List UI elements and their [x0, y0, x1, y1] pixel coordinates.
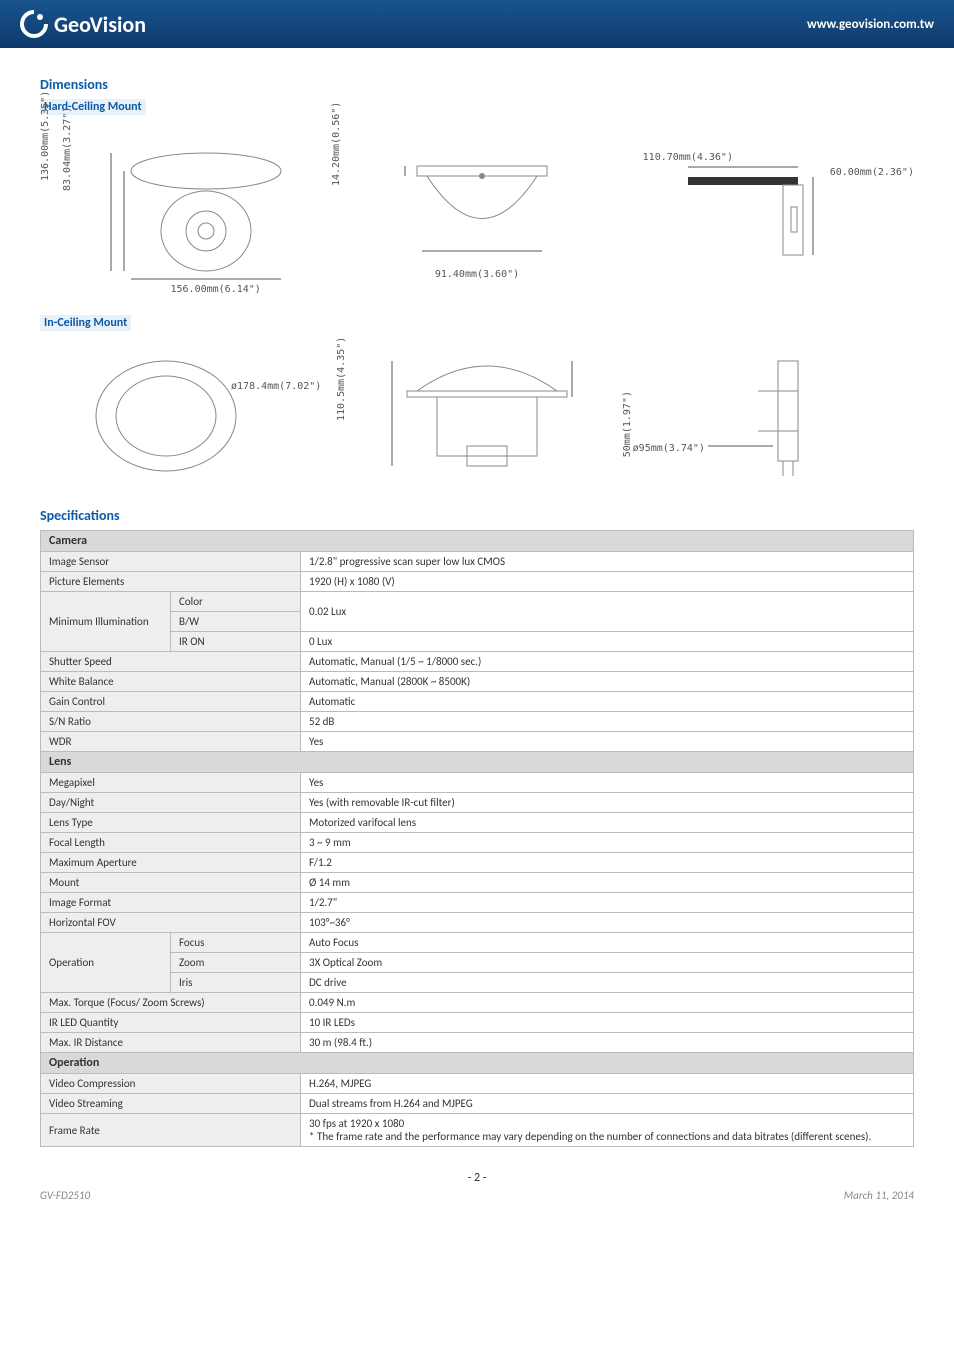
row-op-focus-label: Focus [171, 933, 301, 953]
row-irqty-value: 10 IR LEDs [301, 1013, 914, 1033]
row-gain-value: Automatic [301, 692, 914, 712]
dim-in-h: 110.5mm(4.35") [336, 336, 347, 420]
row-lenstype-value: Motorized varifocal lens [301, 813, 914, 833]
row-min-illum-ir-value: 0 Lux [301, 632, 914, 652]
hard-front-diagram: 136.00mm(5.35") 83.04mm(3.27") 156.00mm(… [40, 131, 331, 295]
row-vcomp-value: H.264, MJPEG [301, 1074, 914, 1094]
page-footer: GV-FD2510 March 11, 2014 [0, 1189, 954, 1218]
row-mount-value: Ø 14 mm [301, 873, 914, 893]
dim-side-w: 91.40mm(3.60") [331, 269, 622, 280]
row-focal-value: 3 ~ 9 mm [301, 833, 914, 853]
in-ceiling-diagrams: ø178.4mm(7.02") 110.5mm(4.35") 50mm(1.97… [40, 347, 914, 487]
hard-side-diagram: 14.20mm(0.56") 91.40mm(3.60") [331, 146, 622, 280]
row-op-iris-value: DC drive [301, 973, 914, 993]
row-image-sensor-value: 1/2.8" progressive scan super low lux CM… [301, 552, 914, 572]
row-megapixel-value: Yes [301, 773, 914, 793]
top-bar: GeoVision www.geovision.com.tw [0, 0, 954, 48]
in-side-diagram: 110.5mm(4.35") 50mm(1.97") [331, 351, 622, 484]
row-op-label: Operation [41, 933, 171, 993]
row-frate-value: 30 fps at 1920 x 1080 * The frame rate a… [301, 1114, 914, 1147]
page-content: Dimensions Hard-Ceiling Mount 136.00mm(5… [0, 48, 954, 1157]
in-ceiling-title: In-Ceiling Mount [40, 315, 131, 331]
row-irqty-label: IR LED Quantity [41, 1013, 301, 1033]
hard-ceiling-diagrams: 136.00mm(5.35") 83.04mm(3.27") 156.00mm(… [40, 131, 914, 295]
row-imgformat-value: 1/2.7" [301, 893, 914, 913]
row-wdr-label: WDR [41, 732, 301, 752]
dim-h1: 136.00mm(5.35") [40, 91, 51, 181]
dim-bracket-h: 60.00mm(2.36") [830, 167, 914, 178]
row-op-zoom-label: Zoom [171, 953, 301, 973]
row-hfov-label: Horizontal FOV [41, 913, 301, 933]
spec-table: Camera Image Sensor 1/2.8" progressive s… [40, 530, 914, 1147]
row-min-illum-color-value: 0.02 Lux [301, 592, 914, 632]
row-op-focus-value: Auto Focus [301, 933, 914, 953]
logo-icon [20, 10, 48, 38]
row-aperture-label: Maximum Aperture [41, 853, 301, 873]
row-sn-value: 52 dB [301, 712, 914, 732]
row-min-illum-bw-label: B/W [171, 612, 301, 632]
row-sn-label: S/N Ratio [41, 712, 301, 732]
row-frate-label: Frame Rate [41, 1114, 301, 1147]
brand-text: GeoVision [54, 11, 146, 38]
row-wdr-value: Yes [301, 732, 914, 752]
row-op-zoom-value: 3X Optical Zoom [301, 953, 914, 973]
header-url: www.geovision.com.tw [807, 17, 934, 32]
row-hfov-value: 103°~36° [301, 913, 914, 933]
dim-in-dia: ø178.4mm(7.02") [231, 381, 321, 392]
row-picture-elements-label: Picture Elements [41, 572, 301, 592]
footer-date: March 11, 2014 [844, 1189, 914, 1202]
row-irdist-label: Max. IR Distance [41, 1033, 301, 1053]
row-image-sensor-label: Image Sensor [41, 552, 301, 572]
row-op-iris-label: Iris [171, 973, 301, 993]
row-vstream-label: Video Streaming [41, 1094, 301, 1114]
row-irdist-value: 30 m (98.4 ft.) [301, 1033, 914, 1053]
row-focal-label: Focal Length [41, 833, 301, 853]
row-shutter-label: Shutter Speed [41, 652, 301, 672]
row-megapixel-label: Megapixel [41, 773, 301, 793]
row-vcomp-label: Video Compression [41, 1074, 301, 1094]
row-min-illum-label: Minimum Illumination [41, 592, 171, 652]
row-lenstype-label: Lens Type [41, 813, 301, 833]
specs-title: Specifications [40, 507, 914, 524]
row-gain-label: Gain Control [41, 692, 301, 712]
row-min-illum-ir-label: IR ON [171, 632, 301, 652]
page-number: - 2 - [0, 1171, 954, 1185]
row-picture-elements-value: 1920 (H) x 1080 (V) [301, 572, 914, 592]
group-lens: Lens [41, 752, 914, 773]
hard-ceiling-title: Hard-Ceiling Mount [40, 99, 146, 115]
row-wb-value: Automatic, Manual (2800K ~ 8500K) [301, 672, 914, 692]
in-top-diagram: ø178.4mm(7.02") [40, 351, 331, 484]
row-imgformat-label: Image Format [41, 893, 301, 913]
row-torque-value: 0.049 N.m [301, 993, 914, 1013]
dim-h2: 83.04mm(3.27") [62, 107, 73, 191]
brand-logo: GeoVision [20, 10, 146, 38]
row-min-illum-color-label: Color [171, 592, 301, 612]
row-wb-label: White Balance [41, 672, 301, 692]
group-operation: Operation [41, 1053, 914, 1074]
in-clip-diagram: ø95mm(3.74") [623, 351, 914, 484]
dimensions-title: Dimensions [40, 76, 914, 93]
row-mount-label: Mount [41, 873, 301, 893]
row-shutter-value: Automatic, Manual (1/5 ~ 1/8000 sec.) [301, 652, 914, 672]
row-daynight-value: Yes (with removable IR-cut filter) [301, 793, 914, 813]
row-vstream-value: Dual streams from H.264 and MJPEG [301, 1094, 914, 1114]
dim-w1: 156.00mm(6.14") [100, 284, 331, 295]
dim-bracket-w: 110.70mm(4.36") [643, 152, 733, 163]
row-torque-label: Max. Torque (Focus/ Zoom Screws) [41, 993, 301, 1013]
row-aperture-value: F/1.2 [301, 853, 914, 873]
footer-model: GV-FD2510 [40, 1189, 90, 1202]
dim-side-h: 14.20mm(0.56") [331, 102, 342, 186]
dim-in-ring: ø95mm(3.74") [633, 443, 705, 454]
hard-bracket-diagram: 110.70mm(4.36") 60.00mm(2.36") [623, 152, 914, 275]
group-camera: Camera [41, 531, 914, 552]
row-daynight-label: Day/Night [41, 793, 301, 813]
